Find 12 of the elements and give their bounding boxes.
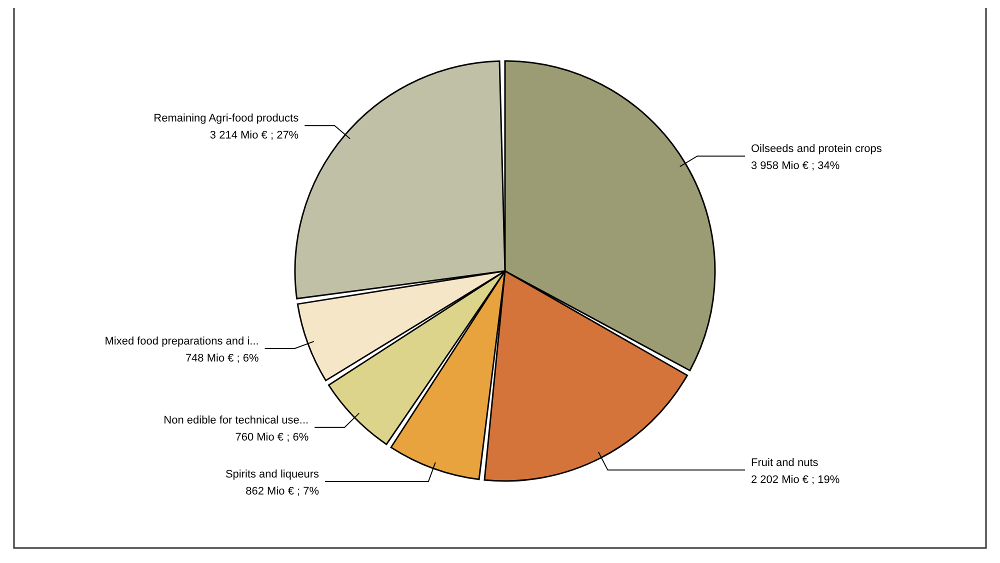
data-label: 760 Mio € ; 6%: [235, 431, 309, 444]
data-label: 3 214 Mio € ; 27%: [210, 130, 299, 142]
data-label: 2 202 Mio € ; 19%: [751, 474, 840, 486]
slice-label: Fruit and nuts: [751, 457, 819, 470]
slice-label: Oilseeds and protein crops: [751, 143, 882, 156]
data-label: 748 Mio € ; 6%: [185, 352, 260, 364]
slice-label: Spirits and liqueurs: [225, 468, 320, 481]
slice-label: Non edible for technical use...: [164, 414, 309, 426]
slice-label: Mixed food preparations and i...: [104, 335, 259, 348]
data-label: 3 958 Mio € ; 34%: [751, 160, 840, 172]
slice-label: Remaining Agri-food products: [154, 112, 300, 125]
data-label: 862 Mio € ; 7%: [246, 486, 320, 498]
